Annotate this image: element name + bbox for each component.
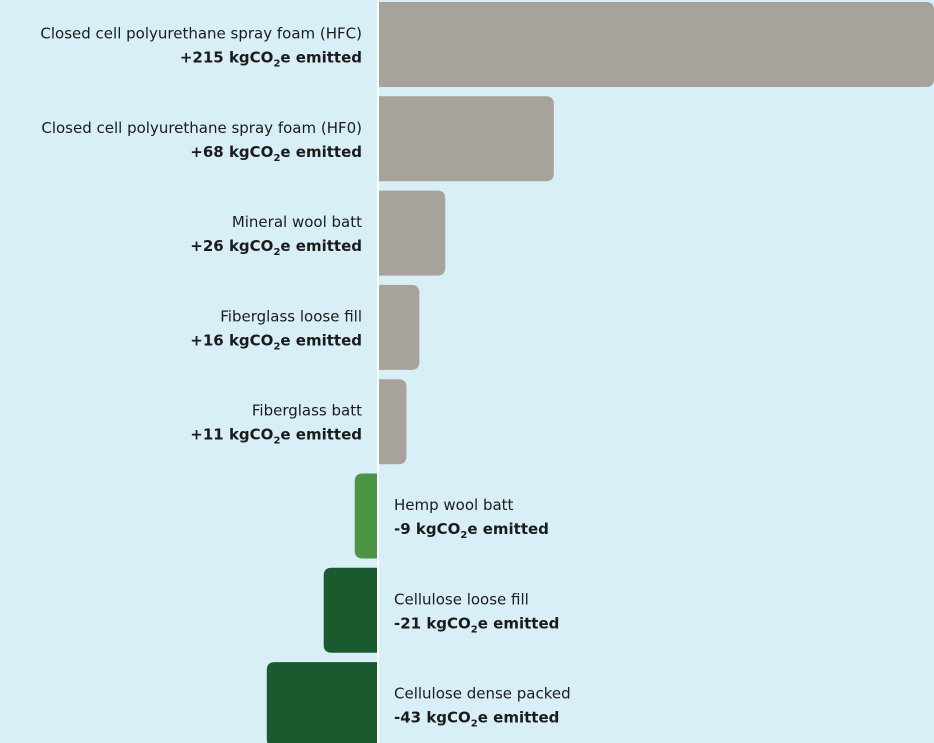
value-label: +16 kgCO2e emitted (190, 331, 362, 352)
bar-labels: Closed cell polyurethane spray foam (HFC… (40, 25, 570, 730)
value-label: -21 kgCO2e emitted (394, 614, 559, 635)
bar (378, 190, 446, 276)
value-label: +26 kgCO2e emitted (190, 237, 362, 258)
bars (266, 2, 934, 743)
value-label: +68 kgCO2e emitted (190, 143, 362, 164)
bar (378, 379, 407, 465)
category-label: Closed cell polyurethane spray foam (HF0… (41, 119, 362, 137)
value-label: +11 kgCO2e emitted (190, 426, 362, 447)
value-label: +215 kgCO2e emitted (180, 49, 362, 70)
category-label: Mineral wool batt (232, 213, 362, 231)
bar (266, 662, 378, 743)
category-label: Cellulose loose fill (394, 590, 529, 608)
value-label: -43 kgCO2e emitted (394, 709, 559, 730)
bar (354, 473, 378, 559)
category-label: Fiberglass loose fill (220, 307, 362, 325)
category-label: Fiberglass batt (252, 402, 362, 420)
bar (378, 2, 934, 87)
bar (323, 567, 378, 653)
category-label: Cellulose dense packed (394, 685, 571, 703)
category-label: Hemp wool batt (394, 496, 514, 514)
value-label: -9 kgCO2e emitted (394, 520, 549, 541)
category-label: Closed cell polyurethane spray foam (HFC… (40, 25, 362, 43)
bar (378, 96, 554, 182)
bar (378, 284, 420, 370)
